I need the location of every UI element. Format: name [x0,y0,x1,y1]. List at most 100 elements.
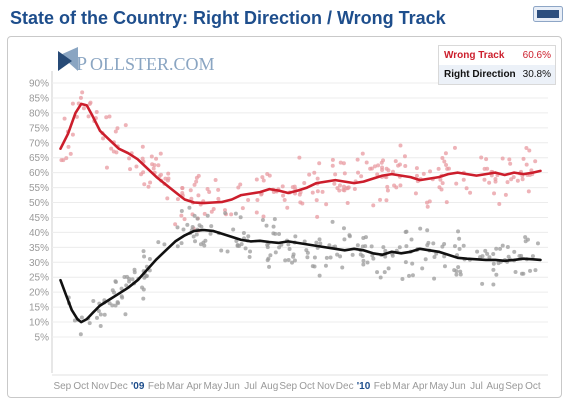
poll-point [360,254,365,259]
poll-point [247,254,252,259]
right-direction-trend-line[interactable] [59,228,542,324]
poll-point [420,266,425,271]
x-tick-label: Apr [412,381,428,392]
poll-point [165,196,170,201]
expand-window-icon[interactable] [533,6,563,22]
poll-point [196,193,201,198]
poll-point [154,156,159,161]
poll-point [509,177,514,182]
poll-point [246,234,251,239]
legend-item-right-direction[interactable]: Right Direction 30.8% [439,65,555,84]
poll-point [503,192,508,197]
poll-point [104,115,109,120]
poll-point [223,211,228,216]
poll-point [535,241,540,246]
poll-point [175,225,180,230]
poll-point [188,188,193,193]
poll-point [192,182,197,187]
poll-point [526,189,531,194]
poll-point [431,241,436,246]
poll-point [494,272,499,277]
poll-point [524,162,529,167]
poll-point [59,158,64,163]
poll-point [315,189,320,194]
poll-point [496,261,501,266]
poll-point [267,264,272,269]
poll-point [452,145,457,150]
poll-point [330,219,335,224]
poll-point [507,157,512,162]
poll-point [115,126,120,131]
poll-point [376,163,381,168]
poll-point [192,213,197,218]
poll-point [272,217,277,222]
poll-point [130,277,135,282]
poll-point [277,245,282,250]
poll-point [361,262,366,267]
logo-text: OLLSTER.COM [90,54,215,74]
poll-point [194,175,199,180]
legend-item-wrong-track[interactable]: Wrong Track 60.6% [439,46,555,65]
poll-point [372,164,377,169]
poll-point [265,245,270,250]
poll-point [141,249,146,254]
poll-point [281,193,286,198]
poll-point [175,197,180,202]
poll-point [240,206,245,211]
poll-point [195,216,200,221]
logo-prefix: P [76,53,87,75]
poll-point [442,254,447,259]
poll-point [307,172,312,177]
poll-point [330,163,335,168]
poll-point [179,208,184,213]
poll-point [398,143,403,148]
poll-point [202,211,207,216]
poll-point [359,174,364,179]
poll-point [143,274,148,279]
poll-point [199,224,204,229]
x-tick-label: Nov [91,381,109,392]
poll-point [485,251,490,256]
poll-point [264,223,269,228]
poll-point [86,114,91,119]
poll-point [277,231,282,236]
poll-point [327,243,332,248]
poll-point [482,166,487,171]
poll-point [113,303,118,308]
poll-point [202,243,207,248]
poll-point [290,260,295,265]
poll-point [134,164,139,169]
poll-point [390,169,395,174]
poll-point [98,324,103,329]
poll-point [317,237,322,242]
x-tick-label: Feb [148,381,166,392]
poll-point [492,191,497,196]
poll-point [443,151,448,156]
chart-panel: P OLLSTER.COM 90% 85% 80% 75% 70% 65% 60% 55% 50… [7,36,562,398]
poll-point [493,179,498,184]
poll-point [398,183,403,188]
poll-point [128,167,133,172]
legend: Wrong Track 60.6% Right Direction 30.8% [438,45,556,85]
poll-point [315,214,320,219]
poll-point [458,272,463,277]
poll-point [180,190,185,195]
poll-point [432,254,437,259]
poll-point [293,234,298,239]
poll-point [505,180,510,185]
poll-point [187,205,192,210]
poll-point [189,196,194,201]
poll-point [280,184,285,189]
poll-point [468,190,473,195]
poll-point [484,157,489,162]
poll-point [297,155,302,160]
poll-point [268,253,273,258]
poll-point [235,242,240,247]
poll-point [352,187,357,192]
wrong-track-trend-line[interactable] [59,102,542,205]
poll-point [527,148,532,153]
poll-point [513,270,518,275]
poll-point [104,165,109,170]
poll-point [120,295,125,300]
poll-point [181,227,186,232]
